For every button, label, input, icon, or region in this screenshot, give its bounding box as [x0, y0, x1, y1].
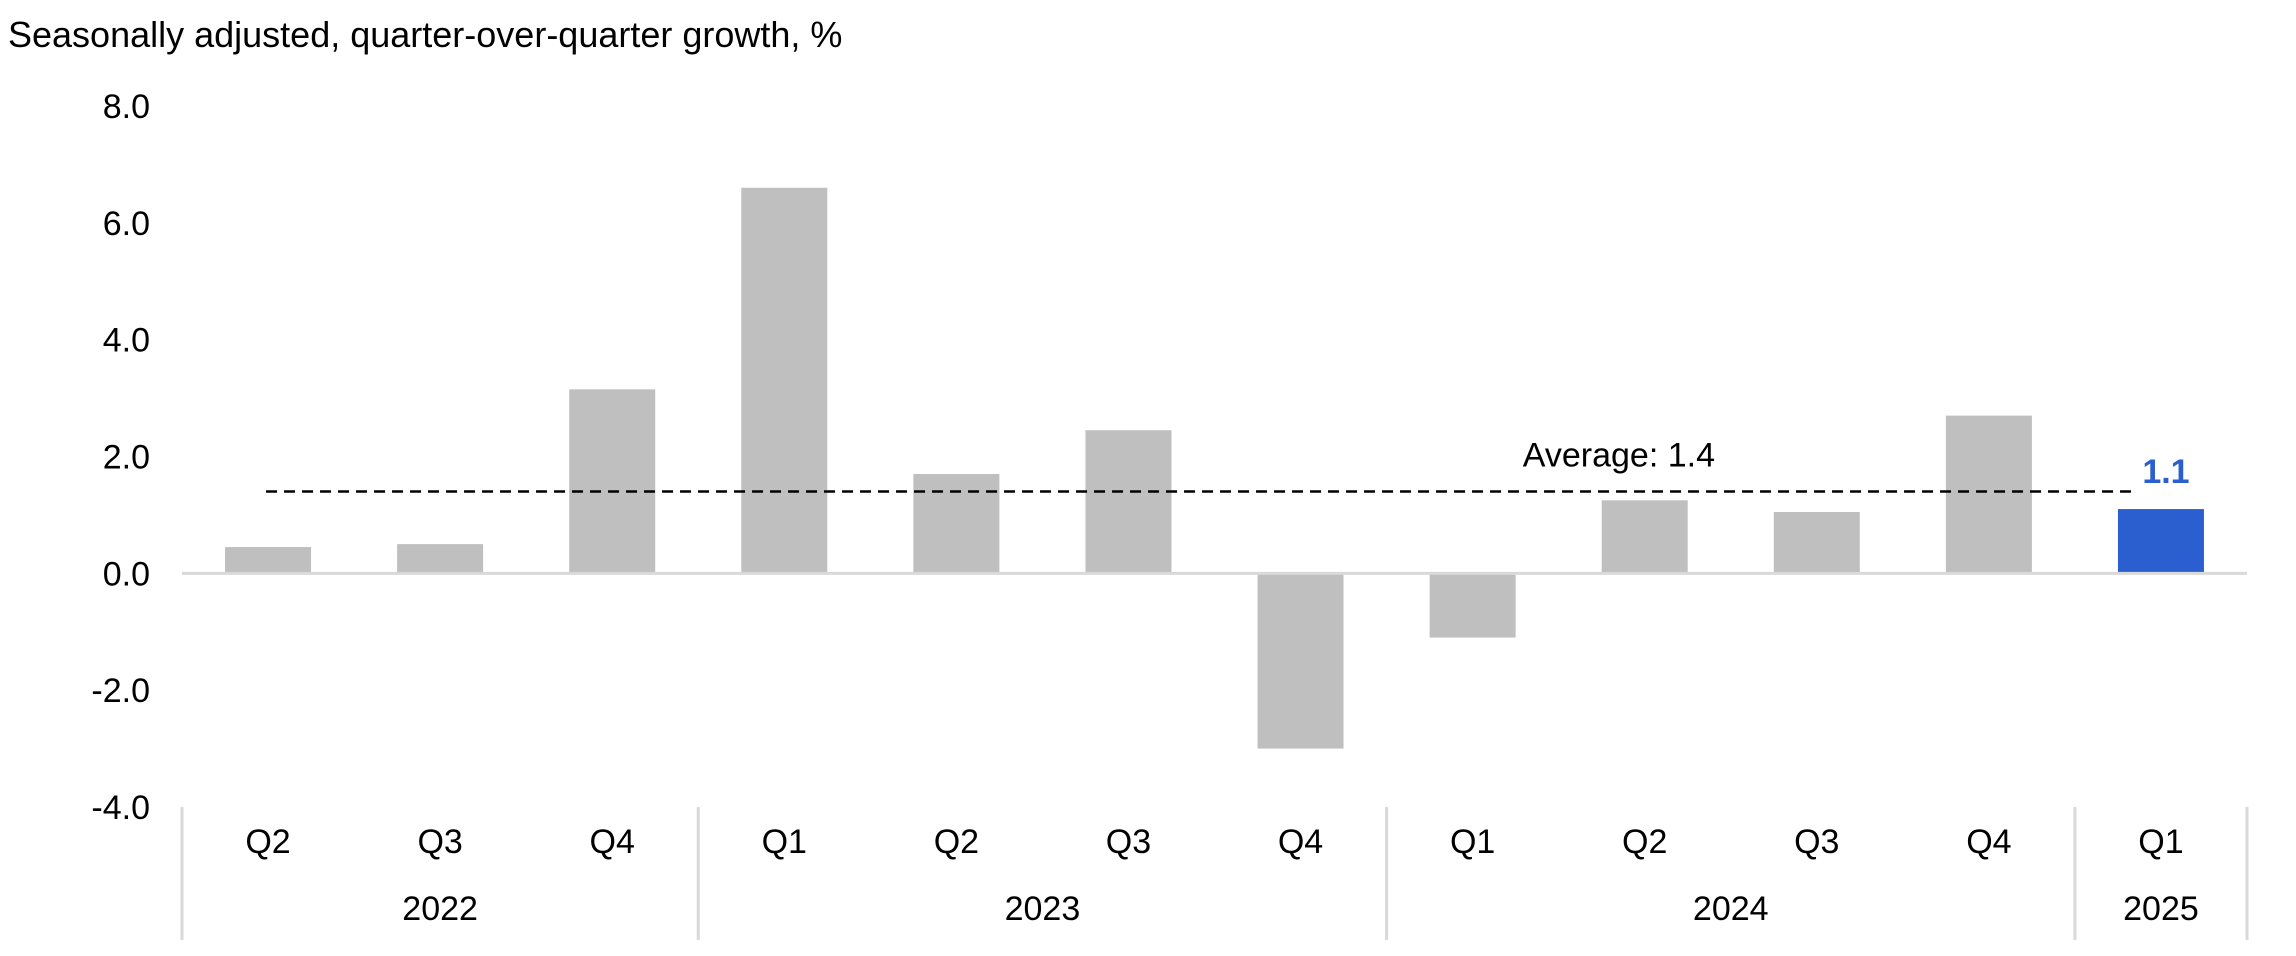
- chart-title: Seasonally adjusted, quarter-over-quarte…: [8, 14, 843, 55]
- x-tick-label: Q1: [762, 823, 807, 861]
- bar: [1257, 573, 1344, 749]
- bar: [1429, 573, 1516, 638]
- x-tick-label: Q3: [417, 823, 462, 861]
- x-tick-label: Q3: [1106, 823, 1151, 861]
- average-label: Average: 1.4: [1523, 437, 1715, 475]
- bar: [913, 474, 1000, 574]
- x-tick-label: Q2: [1622, 823, 1667, 861]
- year-label: 2023: [1005, 890, 1081, 928]
- x-tick-label: Q4: [590, 823, 635, 861]
- y-tick-label: 6.0: [103, 205, 150, 243]
- bar: [1601, 500, 1688, 574]
- bar: [225, 547, 312, 574]
- x-tick-label: Q2: [934, 823, 979, 861]
- x-tick-label: Q1: [1450, 823, 1495, 861]
- y-tick-label: -4.0: [91, 789, 150, 827]
- bar: [397, 544, 484, 574]
- y-tick-label: 8.0: [103, 88, 150, 126]
- y-tick-label: 2.0: [103, 439, 150, 477]
- y-tick-label: -2.0: [91, 672, 150, 710]
- year-label: 2022: [402, 890, 478, 928]
- bar: [1945, 415, 2032, 574]
- y-tick-label: 4.0: [103, 322, 150, 360]
- bar: [2117, 509, 2204, 574]
- x-tick-label: Q4: [1966, 823, 2011, 861]
- bar: [569, 389, 656, 574]
- y-tick-label: 0.0: [103, 555, 150, 593]
- bar: [741, 187, 828, 574]
- year-label: 2024: [1693, 890, 1769, 928]
- x-tick-label: Q1: [2138, 823, 2183, 861]
- x-tick-label: Q2: [245, 823, 290, 861]
- bar: [1773, 511, 1860, 574]
- x-tick-label: Q4: [1278, 823, 1323, 861]
- bar: [1085, 430, 1172, 574]
- x-tick-label: Q3: [1794, 823, 1839, 861]
- year-label: 2025: [2123, 890, 2199, 928]
- data-label: 1.1: [2142, 453, 2189, 491]
